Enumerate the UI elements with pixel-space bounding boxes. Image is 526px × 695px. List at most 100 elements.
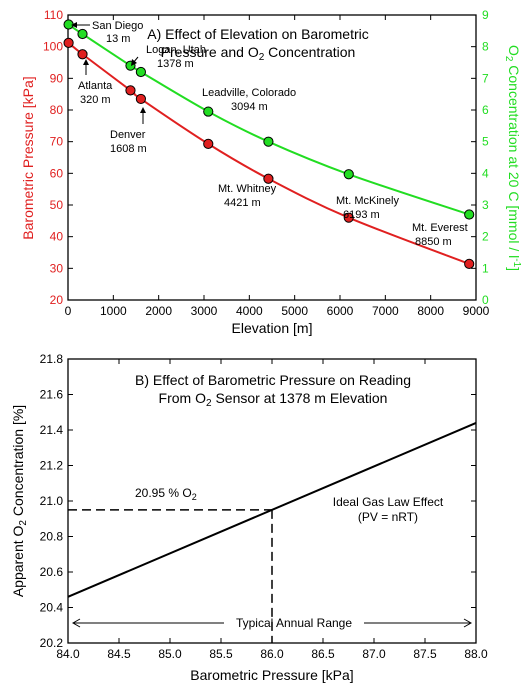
panel-a-right-tick-label: 5 [482,135,489,149]
annotation-san-diego-name: San Diego [92,20,143,32]
panel-a-right-tick-label: 6 [482,103,489,117]
panel-a-series [63,19,475,269]
panel-b-x-tick-label: 87.0 [362,647,386,661]
panel-b-x-tick-label: 85.0 [158,647,182,661]
panel-b-y-tick-label: 21.2 [40,459,64,473]
annotation-atlanta-name: Atlanta [78,80,113,92]
panel-a-x-tick-label: 7000 [372,304,399,318]
panel-a-left-tick-label: 30 [50,261,64,275]
panel-a-left-tick-label: 90 [50,71,64,85]
panel-a-right-tick-label: 3 [482,198,489,212]
panel-b-title-line2: From O2 Sensor at 1378 m Elevation [159,390,388,409]
annotation-san-diego-elev: 13 m [106,33,130,45]
data-point-oxygen [77,28,88,40]
annotation-everest-elev: 8850 m [415,236,452,248]
panel-a-x-tick-label: 0 [65,304,72,318]
panel-a-right-tick-label: 8 [482,40,489,54]
annotation-denver-name: Denver [110,129,146,141]
annotation-san-diego: San Diego 13 m [71,20,143,45]
annotation-mckinely-name: Mt. McKinely [336,195,399,207]
panel-a-x-tick-label: 2000 [145,304,172,318]
panel-a-left-tick-label: 80 [50,103,64,117]
panel-b-x-tick-label: 84.0 [56,647,80,661]
panel-a-x-tick-label: 3000 [191,304,218,318]
panel-a-right-ticks: 0 1 2 3 4 5 6 7 8 9 [471,8,489,307]
annotation-denver: Denver 1608 m [110,107,147,155]
annotation-logan-elev: 1378 m [157,58,194,70]
effect-label-line2: (PV = nRT) [358,510,418,524]
panel-a-right-tick-label: 0 [482,293,489,307]
data-point-pressure [77,49,88,60]
data-point-pressure [63,37,74,48]
range-arrow-right-head [463,618,473,628]
panel-b-y-tick-label: 20.8 [40,530,64,544]
panel-b-y-tick-label: 20.2 [40,636,64,650]
data-point-oxygen [464,209,475,220]
panel-a-left-tick-label: 20 [50,293,64,307]
data-point-oxygen [263,136,274,147]
panel-b-y-tick-label: 21.8 [40,352,64,366]
panel-a-left-tick-label: 70 [50,135,64,149]
panel-b-x-tick-label: 86.5 [311,647,335,661]
panel-a-x-tick-label: 4000 [236,304,263,318]
panel-a-x-tick-label: 6000 [327,304,354,318]
annotation-logan-name: Logan, Utah [146,44,206,56]
annotation-logan: Logan, Utah 1378 m [131,44,206,70]
effect-label-line1: Ideal Gas Law Effect [333,495,444,509]
data-point-oxygen [63,19,74,30]
panel-a-left-y-label: Barometric Pressure [kPa] [20,76,36,239]
annotation-everest: Mt. Everest 8850 m [412,222,468,248]
panel-a-frame [67,14,477,301]
panel-a: 0 1000 2000 3000 4000 5000 6000 7000 8000 9000 20… [20,8,522,336]
data-point-oxygen [343,169,354,180]
panel-b-x-tick-label: 88.0 [464,647,488,661]
data-point-pressure [203,138,214,149]
annotation-mckinely-elev: 6193 m [343,209,380,221]
panel-a-right-tick-label: 2 [482,230,489,244]
panel-a-x-tick-label: 9000 [463,304,490,318]
panel-b-x-tick-label: 87.5 [413,647,437,661]
range-label: Typical Annual Range [236,616,352,630]
panel-a-x-ticks: 0 1000 2000 3000 4000 5000 6000 7000 8000 9000 [65,15,490,318]
data-point-pressure [135,93,146,105]
annotation-leadville-elev: 3094 m [231,101,268,113]
annotation-whitney-name: Mt. Whitney [218,183,277,195]
annual-range-arrow: Typical Annual Range [71,616,473,630]
panel-a-x-tick-label: 1000 [100,304,127,318]
panel-b-x-tick-label: 85.5 [209,647,233,661]
panel-b-x-tick-label: 84.5 [107,647,131,661]
panel-b-x-label: Barometric Pressure [kPa] [190,667,353,683]
data-point-pressure [464,258,475,269]
panel-b-y-tick-label: 20.6 [40,565,64,579]
panel-a-left-ticks: 20 30 40 50 60 70 80 90 100 110 [43,8,73,307]
reference-label: 20.95 % O2 [135,486,197,502]
panel-a-right-y-label: O2 Concentration at 20 C [mmol / l-1] [503,45,522,271]
annotation-everest-name: Mt. Everest [412,222,468,234]
panel-a-right-tick-label: 7 [482,71,489,85]
annotation-whitney: Mt. Whitney 4421 m [218,183,277,209]
panel-b-y-ticks: 20.2 20.4 20.6 20.8 21.0 21.2 21.4 21.6 21.8 [40,352,476,650]
panel-a-x-label: Elevation [m] [232,320,313,336]
panel-b-y-tick-label: 21.4 [40,423,64,437]
panel-b-y-tick-label: 20.4 [40,601,64,615]
annotation-whitney-elev: 4421 m [224,197,261,209]
annotation-leadville: Leadville, Colorado 3094 m [202,87,296,113]
panel-a-left-tick-label: 100 [43,40,63,54]
annotation-leadville-name: Leadville, Colorado [202,87,296,99]
data-point-pressure [125,85,136,96]
panel-a-title-line1: A) Effect of Elevation on Barometric [147,26,369,42]
panel-b: 84.0 84.5 85.0 85.5 86.0 86.5 87.0 87.5 88.0 20.… [10,352,488,683]
panel-a-x-tick-label: 8000 [417,304,444,318]
data-point-oxygen [135,66,146,78]
data-point-oxygen [203,106,214,117]
annotation-mckinely: Mt. McKinely 6193 m [336,195,399,221]
panel-b-y-tick-label: 21.6 [40,388,64,402]
panel-b-series [67,421,477,643]
panel-a-right-tick-label: 4 [482,166,489,180]
panel-b-x-ticks: 84.0 84.5 85.0 85.5 86.0 86.5 87.0 87.5 88.0 [56,359,488,661]
panel-a-right-tick-label: 9 [482,8,489,22]
panel-b-x-tick-label: 86.0 [260,647,284,661]
panel-a-left-tick-label: 50 [50,198,64,212]
panel-a-left-tick-label: 40 [50,230,64,244]
panel-a-left-tick-label: 110 [44,8,63,22]
